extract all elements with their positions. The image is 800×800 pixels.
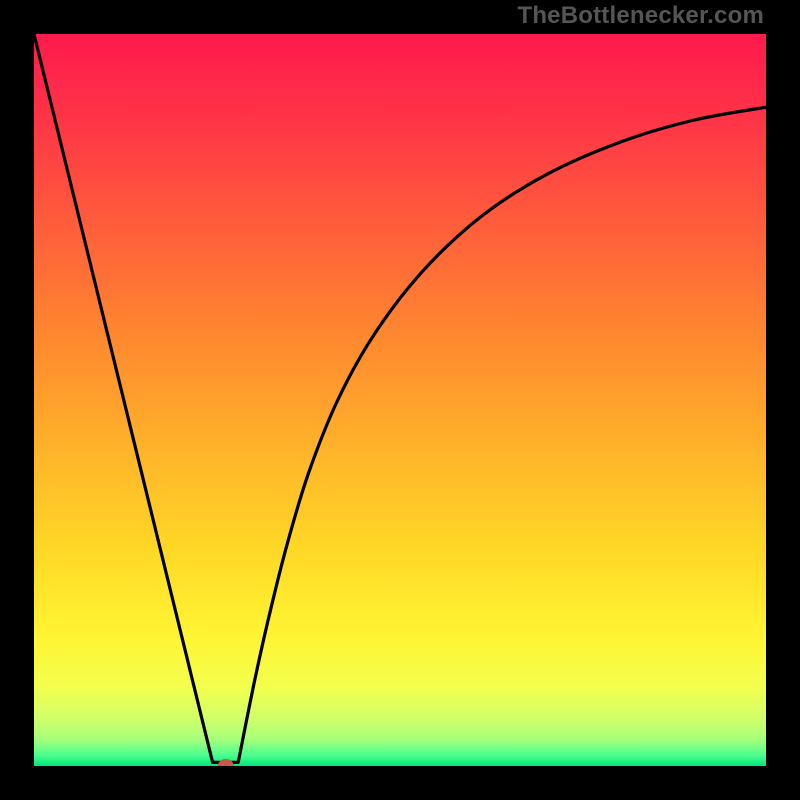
plot-area	[34, 34, 766, 766]
chart-svg	[34, 34, 766, 766]
gradient-background	[34, 34, 766, 766]
watermark-text: TheBottlenecker.com	[517, 2, 764, 30]
